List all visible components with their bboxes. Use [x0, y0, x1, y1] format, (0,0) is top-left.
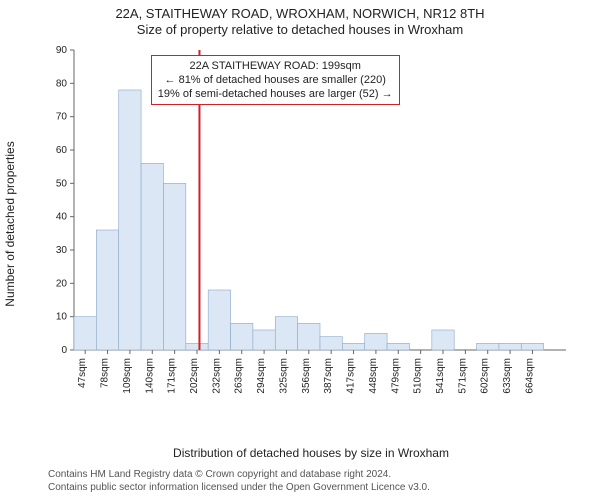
- svg-text:571sqm: 571sqm: [457, 358, 468, 394]
- svg-text:90: 90: [56, 45, 68, 56]
- svg-text:171sqm: 171sqm: [167, 358, 178, 394]
- page-subtitle: Size of property relative to detached ho…: [0, 22, 600, 37]
- footnote-line-1: Contains HM Land Registry data © Crown c…: [48, 469, 430, 482]
- svg-text:109sqm: 109sqm: [122, 358, 133, 394]
- annotation-line: 22A STAITHEWAY ROAD: 199sqm: [158, 59, 393, 73]
- svg-text:356sqm: 356sqm: [301, 358, 312, 394]
- svg-text:140sqm: 140sqm: [144, 358, 155, 394]
- footnote-line-2: Contains public sector information licen…: [48, 482, 430, 495]
- svg-text:510sqm: 510sqm: [413, 358, 424, 394]
- svg-text:664sqm: 664sqm: [524, 358, 535, 394]
- title-block: 22A, STAITHEWAY ROAD, WROXHAM, NORWICH, …: [0, 0, 600, 37]
- annotation-line: 19% of semi-detached houses are larger (…: [158, 87, 393, 101]
- svg-text:294sqm: 294sqm: [256, 358, 267, 394]
- svg-text:479sqm: 479sqm: [390, 358, 401, 394]
- svg-text:0: 0: [61, 345, 67, 356]
- svg-text:417sqm: 417sqm: [346, 358, 357, 394]
- svg-text:602sqm: 602sqm: [480, 358, 491, 394]
- annotation-box: 22A STAITHEWAY ROAD: 199sqm← 81% of deta…: [151, 55, 400, 106]
- svg-text:40: 40: [56, 212, 68, 223]
- chart-container: Number of detached properties 0102030405…: [46, 44, 576, 404]
- svg-text:10: 10: [56, 312, 68, 323]
- svg-text:633sqm: 633sqm: [502, 358, 513, 394]
- svg-text:50: 50: [56, 178, 68, 189]
- svg-text:80: 80: [56, 78, 68, 89]
- svg-text:387sqm: 387sqm: [323, 358, 334, 394]
- svg-text:263sqm: 263sqm: [234, 358, 245, 394]
- svg-text:541sqm: 541sqm: [435, 358, 446, 394]
- svg-text:20: 20: [56, 278, 68, 289]
- svg-text:30: 30: [56, 245, 68, 256]
- y-axis-label: Number of detached properties: [3, 141, 17, 306]
- svg-text:448sqm: 448sqm: [368, 358, 379, 394]
- annotation-line: ← 81% of detached houses are smaller (22…: [158, 73, 393, 87]
- svg-text:202sqm: 202sqm: [189, 358, 200, 394]
- x-axis-label: Distribution of detached houses by size …: [173, 446, 449, 460]
- svg-text:47sqm: 47sqm: [77, 358, 88, 388]
- svg-text:78sqm: 78sqm: [100, 358, 111, 388]
- svg-text:70: 70: [56, 112, 68, 123]
- svg-text:232sqm: 232sqm: [211, 358, 222, 394]
- footnote: Contains HM Land Registry data © Crown c…: [48, 469, 430, 494]
- page-title: 22A, STAITHEWAY ROAD, WROXHAM, NORWICH, …: [0, 6, 600, 21]
- svg-text:60: 60: [56, 145, 68, 156]
- svg-text:325sqm: 325sqm: [278, 358, 289, 394]
